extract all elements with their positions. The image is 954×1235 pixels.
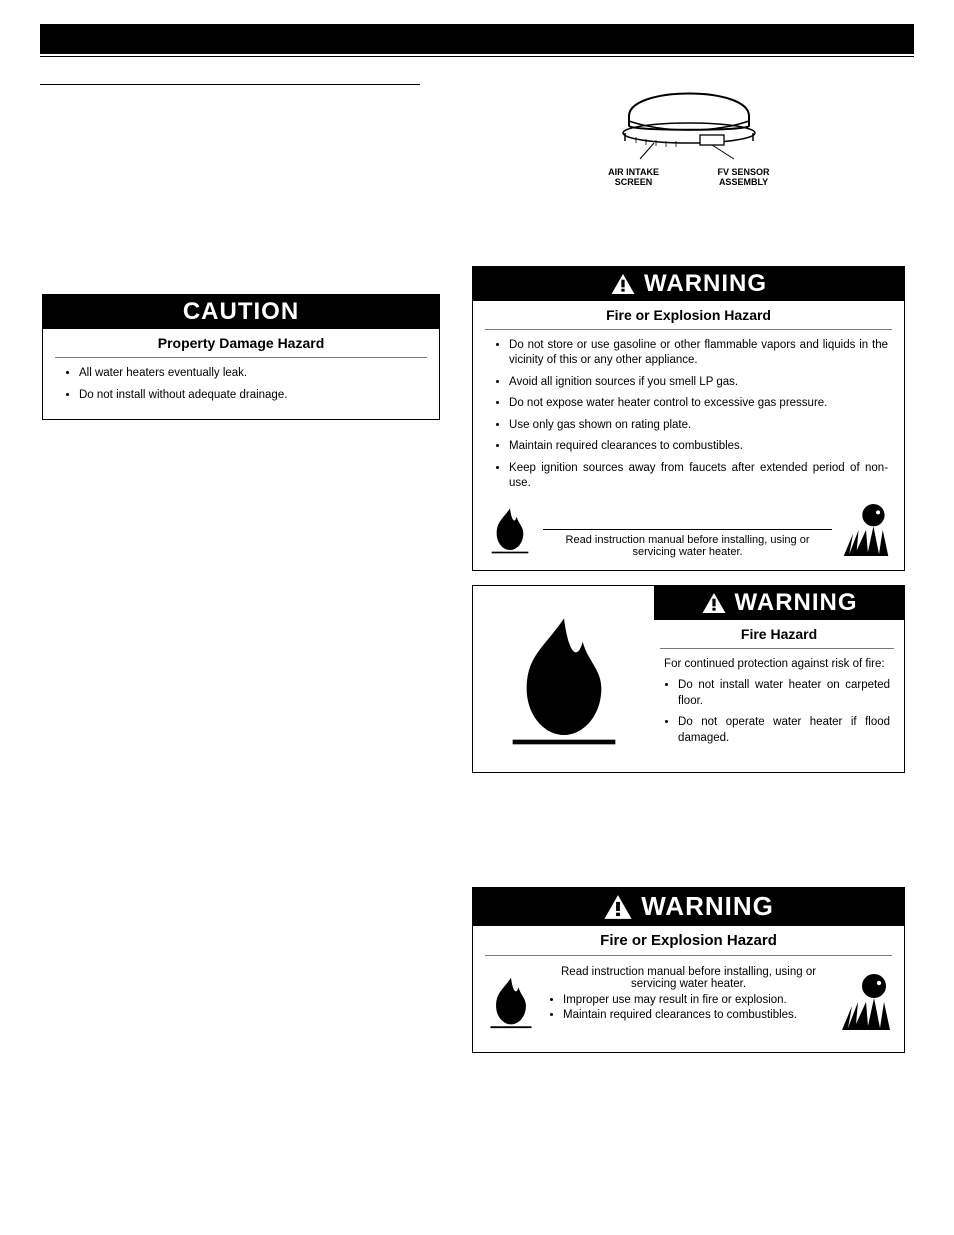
caution-box: CAUTION Property Damage Hazard All water… xyxy=(42,294,440,420)
warning2-banner: WARNING xyxy=(654,586,904,620)
warning-box-2: WARNING Fire Hazard For continued protec… xyxy=(472,585,905,773)
warning1-subhead: Fire or Explosion Hazard xyxy=(473,301,904,325)
warning-box-1: WARNING Fire or Explosion Hazard Do not … xyxy=(472,266,905,571)
warning2-subhead: Fire Hazard xyxy=(654,620,904,644)
caution-banner-text: CAUTION xyxy=(183,298,299,326)
figure-caption-left: AIR INTAKE SCREEN xyxy=(599,168,669,188)
caution-bullet: All water heaters eventually leak. xyxy=(79,366,423,382)
warning1-bullet: Use only gas shown on rating plate. xyxy=(509,418,888,434)
left-spacer-top xyxy=(40,94,442,284)
warning1-bullet: Keep ignition sources away from faucets … xyxy=(509,461,888,492)
warning3-banner-text: WARNING xyxy=(641,891,774,922)
explosion-icon xyxy=(840,502,892,558)
flame-icon xyxy=(483,966,539,1038)
caution-rule xyxy=(55,357,427,358)
flame-icon xyxy=(494,594,634,764)
warning1-bullet: Do not store or use gasoline or other fl… xyxy=(509,338,888,369)
warning1-banner-text: WARNING xyxy=(644,270,767,298)
warning2-body: For continued protection against risk of… xyxy=(654,655,904,757)
warning3-bullet: Maintain required clearances to combusti… xyxy=(563,1009,832,1021)
warning2-banner-text: WARNING xyxy=(735,589,858,617)
flame-icon xyxy=(485,502,535,558)
caution-banner: CAUTION xyxy=(43,295,439,329)
warning2-flame-panel xyxy=(473,586,654,772)
heater-figure: AIR INTAKE SCREEN FV SENSOR ASSEMBLY xyxy=(470,71,907,188)
right-column: AIR INTAKE SCREEN FV SENSOR ASSEMBLY WAR… xyxy=(470,71,907,1067)
left-column: CAUTION Property Damage Hazard All water… xyxy=(40,71,442,1067)
left-heading-underline xyxy=(40,71,420,85)
explosion-icon xyxy=(838,966,894,1038)
warning3-bullet: Improper use may result in fire or explo… xyxy=(563,994,832,1006)
warning2-bullet: Do not operate water heater if flood dam… xyxy=(678,715,890,746)
alert-triangle-icon xyxy=(701,592,727,614)
warning3-body: Read instruction manual before installin… xyxy=(473,962,904,1046)
warning-box-3: WARNING Fire or Explosion Hazard Read in… xyxy=(472,887,905,1053)
warning1-bullet: Avoid all ignition sources if you smell … xyxy=(509,375,888,391)
right-spacer-2 xyxy=(470,787,907,877)
warning3-subhead: Fire or Explosion Hazard xyxy=(473,926,904,951)
warning1-footer-text: Read instruction manual before installin… xyxy=(543,529,832,558)
warning2-rule xyxy=(660,648,894,649)
warning3-rule xyxy=(485,955,892,956)
warning2-bullet: Do not install water heater on carpeted … xyxy=(678,678,890,709)
alert-triangle-icon xyxy=(603,894,633,920)
caution-subhead: Property Damage Hazard xyxy=(43,329,439,353)
warning1-banner: WARNING xyxy=(473,267,904,301)
warning1-body: Do not store or use gasoline or other fl… xyxy=(473,336,904,502)
section-header-bar xyxy=(40,24,914,54)
warning3-banner: WARNING xyxy=(473,888,904,926)
caution-body: All water heaters eventually leak. Do no… xyxy=(43,364,439,413)
section-rule xyxy=(40,56,914,57)
warning2-lead: For continued protection against risk of… xyxy=(664,657,890,673)
warning1-rule xyxy=(485,329,892,330)
right-spacer-1 xyxy=(470,196,907,256)
caution-bullet: Do not install without adequate drainage… xyxy=(79,388,423,404)
warning1-bullet: Maintain required clearances to combusti… xyxy=(509,439,888,455)
warning3-lead: Read instruction manual before installin… xyxy=(545,966,832,990)
warning1-bullet: Do not expose water heater control to ex… xyxy=(509,396,888,412)
warning1-footer: Read instruction manual before installin… xyxy=(473,502,904,564)
heater-top-icon xyxy=(584,71,794,166)
alert-triangle-icon xyxy=(610,273,636,295)
figure-caption-right: FV SENSOR ASSEMBLY xyxy=(709,168,779,188)
